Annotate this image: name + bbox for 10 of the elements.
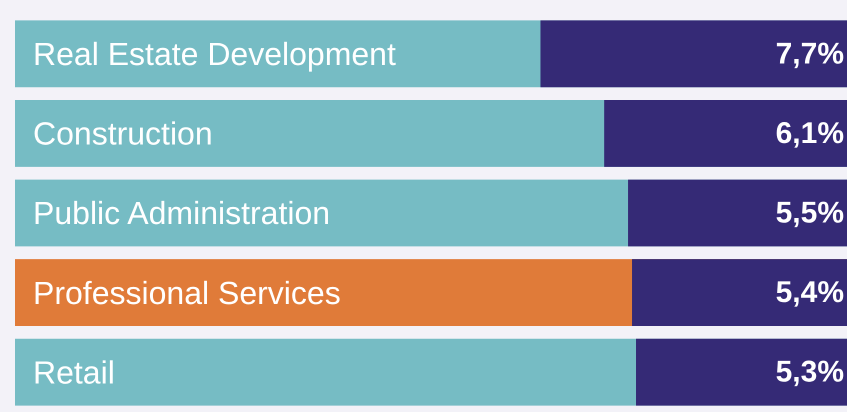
y-tick-label: Retail — [33, 354, 115, 390]
data-label: 5,5% — [776, 196, 844, 230]
y-tick-label: Public Administration — [33, 195, 330, 232]
data-label: 6,1% — [776, 116, 844, 150]
y-tick-label: Real Estate Development — [33, 36, 396, 72]
data-label: 5,4% — [776, 276, 844, 310]
data-label: 7,7% — [776, 37, 844, 70]
y-tick-label: Construction — [33, 116, 213, 152]
y-tick-label: Professional Services — [33, 274, 341, 311]
data-label: 5,3% — [776, 356, 844, 389]
